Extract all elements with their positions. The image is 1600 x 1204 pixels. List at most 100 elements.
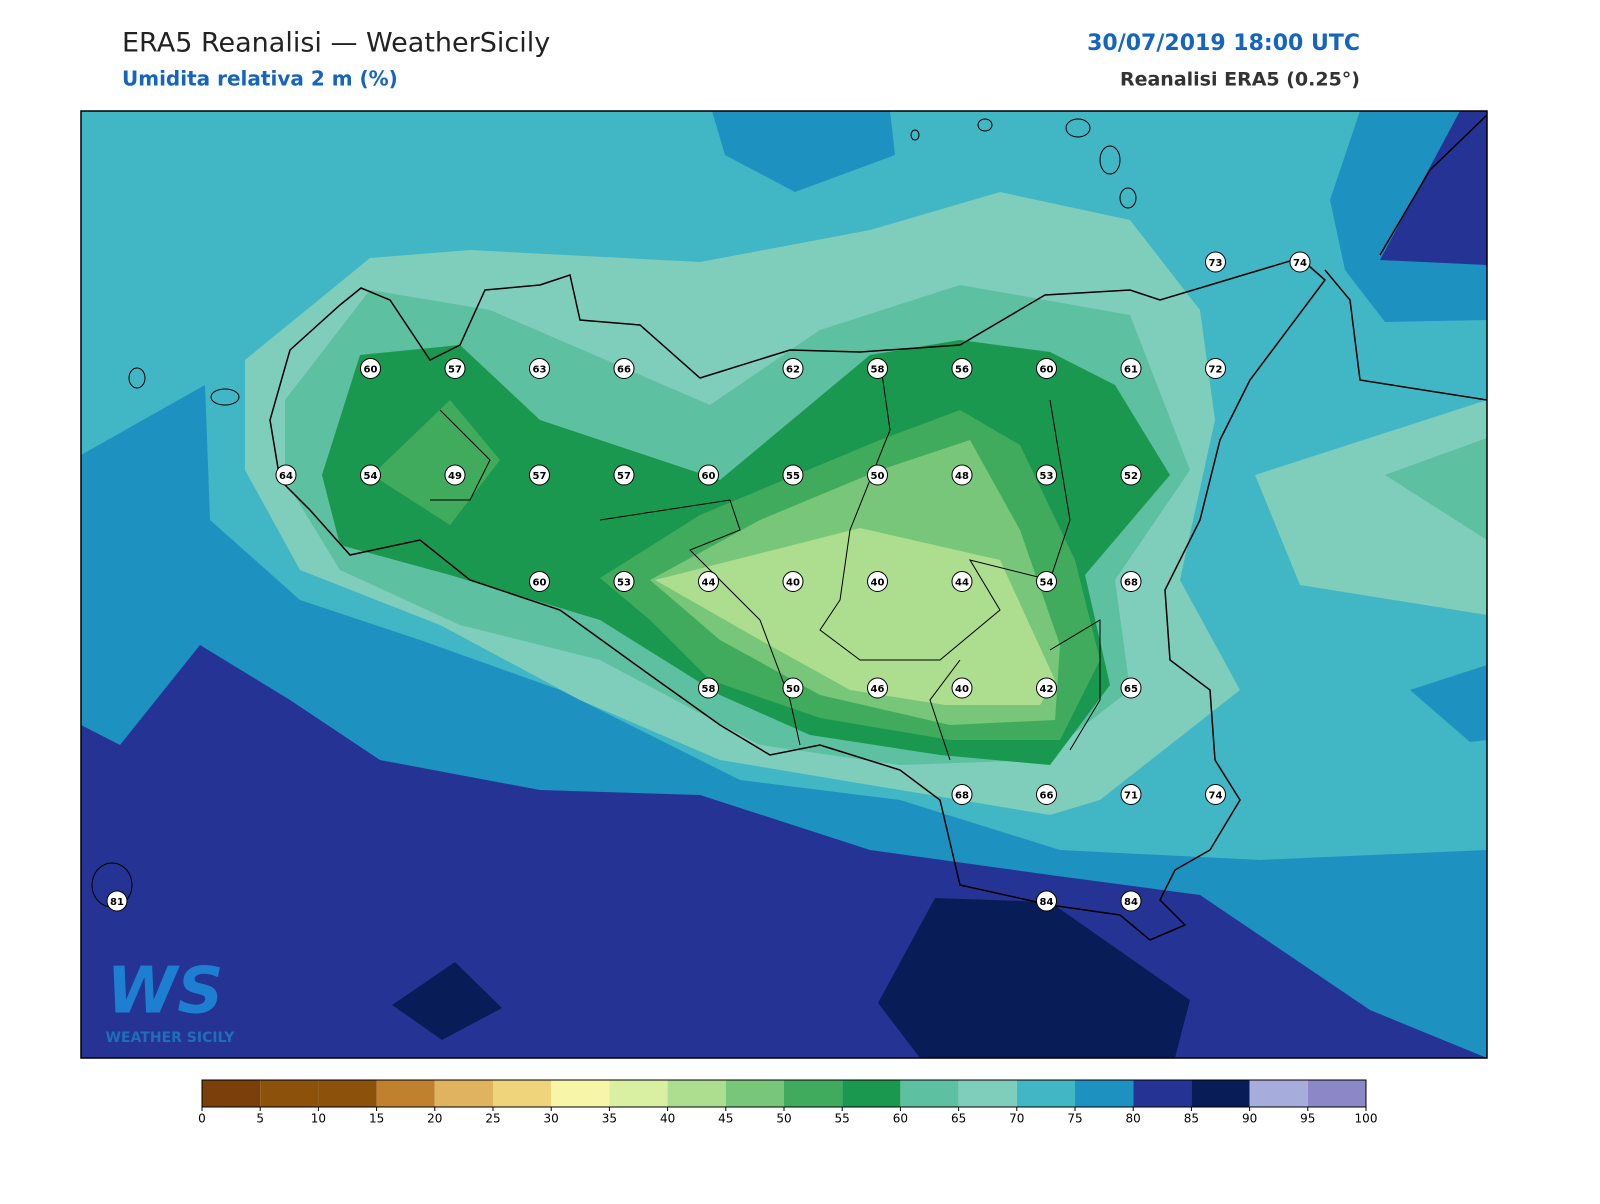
field-85-90 (392, 962, 502, 1040)
colorbar-tick-label: 60 (893, 1112, 908, 1126)
colorbar-cell (1133, 1080, 1192, 1107)
logo-mark: WS (107, 955, 224, 1029)
station-value: 84 (1124, 897, 1138, 908)
station-value: 60 (364, 365, 378, 376)
island (1119, 187, 1137, 209)
station-marker (1036, 784, 1057, 805)
colorbar-tick-label: 95 (1300, 1112, 1315, 1126)
station-value: 48 (955, 471, 969, 482)
station-value: 52 (1124, 471, 1138, 482)
station-value: 71 (1124, 791, 1138, 802)
station-marker (1120, 890, 1142, 912)
station-value: 40 (871, 578, 885, 589)
stations: 73 74 60 57 63 66 62 58 56 60 61 72 64 54 49 57 57 60 55 50… (106, 251, 1311, 912)
station-value: 50 (786, 684, 800, 695)
colorbar-cell (1307, 1080, 1366, 1107)
station-value: 84 (1040, 897, 1054, 908)
station-value: 72 (1209, 365, 1223, 376)
station-marker (951, 677, 973, 699)
field-75-80 (1410, 665, 1487, 742)
logo-text: WEATHER SICILY (106, 1030, 236, 1046)
colorbar-cell (318, 1080, 377, 1107)
colorbar-tick-label: 45 (718, 1112, 733, 1126)
station-marker (1205, 358, 1226, 379)
map-area: WS WEATHER SICILY (81, 111, 1487, 1058)
colorbar-tick-label: 75 (1067, 1112, 1082, 1126)
station-marker (1205, 251, 1226, 273)
station-value: 66 (617, 365, 631, 376)
station-marker (698, 677, 719, 699)
station-marker (1036, 358, 1057, 379)
station-value: 60 (533, 578, 547, 589)
field-80-85 (1380, 111, 1487, 265)
station-marker (1120, 677, 1142, 699)
station-value: 61 (1124, 365, 1138, 376)
station-marker (1120, 571, 1142, 592)
station-marker (613, 464, 635, 486)
station-value: 57 (533, 471, 547, 482)
colorbar-tick-label: 35 (602, 1112, 617, 1126)
field-50-55 (372, 400, 500, 525)
island (910, 129, 920, 141)
colorbar-cell (1249, 1080, 1308, 1107)
station-value: 64 (279, 471, 293, 482)
station-marker (951, 358, 973, 379)
station-marker (529, 358, 550, 379)
station-marker (1036, 464, 1057, 486)
station-marker (1205, 784, 1226, 805)
station-marker (613, 358, 635, 379)
station-value: 49 (448, 471, 462, 482)
station-marker (1036, 677, 1057, 699)
station-marker (782, 464, 804, 486)
station-value: 54 (364, 471, 378, 482)
station-marker (444, 358, 466, 379)
map-frame (80, 110, 1488, 1059)
station-marker (1120, 464, 1142, 486)
colorbar-tick-label: 65 (951, 1112, 966, 1126)
island (1099, 145, 1121, 175)
station-value: 63 (533, 365, 547, 376)
colorbar-tick-label: 85 (1184, 1112, 1199, 1126)
colorbar-cell (667, 1080, 726, 1107)
station-marker (867, 358, 888, 379)
island (128, 367, 146, 389)
colorbar-cell (260, 1080, 319, 1107)
station-marker (782, 358, 804, 379)
station-value: 68 (955, 791, 969, 802)
station-value: 50 (871, 471, 885, 482)
colorbar-tick-label: 100 (1355, 1112, 1378, 1126)
station-marker (951, 571, 973, 592)
colorbar-tick-label: 50 (776, 1112, 791, 1126)
station-value: 55 (786, 471, 800, 482)
colorbar-cell (376, 1080, 435, 1107)
colorbar-tick-label: 20 (427, 1112, 442, 1126)
colorbar-tick-label: 10 (311, 1112, 326, 1126)
station-marker (1120, 784, 1142, 805)
title: ERA5 Reanalisi — WeatherSicily (122, 28, 550, 59)
colorbar-cell (434, 1080, 493, 1107)
datetime: 30/07/2019 18:00 UTC (1087, 31, 1360, 56)
station-value: 74 (1293, 258, 1307, 269)
station-marker (782, 677, 804, 699)
colorbar-cell (958, 1080, 1017, 1107)
station-value: 68 (1124, 578, 1138, 589)
colorbar-cell (1075, 1080, 1134, 1107)
station-marker (360, 358, 381, 379)
station-marker (951, 784, 973, 805)
coastline (269, 257, 1327, 941)
station-marker (698, 464, 719, 486)
colorbar-cell (1016, 1080, 1075, 1107)
station-value: 42 (1040, 684, 1054, 695)
station-marker (529, 571, 550, 592)
station-value: 73 (1209, 258, 1223, 269)
colorbar-cell (551, 1080, 610, 1107)
colorbar-tick-label: 30 (544, 1112, 559, 1126)
station-value: 65 (1124, 684, 1138, 695)
colorbar-tick-label: 55 (835, 1112, 850, 1126)
colorbar-tick-label: 40 (660, 1112, 675, 1126)
station-value: 53 (1040, 471, 1054, 482)
station-value: 57 (617, 471, 631, 482)
colorbar: 0 5 10 15 20 25 30 35 40 45 50 55 60 65 70 75 80 85 90 95 10… (198, 1079, 1378, 1126)
